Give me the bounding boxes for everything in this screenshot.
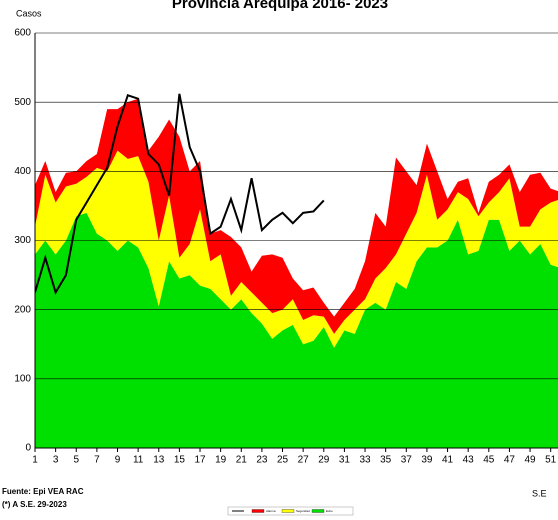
x-tick-label: 23 (256, 455, 268, 466)
x-tick-label: 21 (236, 455, 248, 466)
area (35, 212, 558, 448)
x-tick-label: 39 (421, 455, 433, 466)
y-tick-label: 500 (14, 97, 31, 108)
x-tick-label: 11 (133, 455, 144, 466)
area (35, 150, 558, 348)
legend-swatch (251, 509, 265, 513)
x-tick-label: 33 (359, 455, 371, 466)
y-tick-label: 300 (14, 235, 31, 246)
x-axis-label: S.E (532, 488, 547, 498)
x-tick-label: 41 (442, 455, 454, 466)
legend-label: Exito (326, 509, 333, 513)
x-tick-label: 17 (194, 455, 206, 466)
x-tick-label: 45 (483, 455, 495, 466)
x-tick-label: 1 (32, 455, 38, 466)
legend-swatch (281, 509, 295, 513)
x-tick-label: 31 (339, 455, 351, 466)
x-tick-label: 35 (380, 455, 392, 466)
y-tick-label: 600 (14, 28, 31, 39)
y-tick-label: 100 (14, 373, 31, 384)
y-tick-label: 200 (14, 304, 31, 315)
x-tick-label: 37 (401, 455, 413, 466)
x-tick-label: 9 (115, 455, 121, 466)
line (35, 93, 325, 295)
note: (*) A S.E. 29-2023 (2, 500, 67, 509)
x-tick-label: 43 (463, 455, 475, 466)
y-tick-label: 400 (14, 166, 31, 177)
y-tick-label: 0 (25, 443, 31, 454)
source: Fuente: Epi VEA RAC (2, 487, 84, 496)
x-tick-label: 13 (153, 455, 165, 466)
x-tick-label: 29 (318, 455, 330, 466)
legend-label: Seguridad (296, 509, 310, 513)
plot-area (35, 93, 558, 448)
x-tick-label: 27 (298, 455, 310, 466)
legend-label: Alarma (266, 509, 276, 513)
x-tick-label: 5 (73, 455, 79, 466)
x-tick-label: 25 (277, 455, 289, 466)
x-tick-label: 51 (545, 455, 557, 466)
y-axis-label: Casos (16, 8, 42, 18)
x-tick-label: 3 (53, 455, 59, 466)
area (35, 98, 558, 334)
x-tick-label: 47 (504, 455, 516, 466)
x-tick-label: 49 (524, 455, 536, 466)
x-tick-label: 19 (215, 455, 227, 466)
x-tick-label: 7 (94, 455, 100, 466)
x-tick-label: 15 (174, 455, 186, 466)
chart-title: Provincia Arequipa 2016- 2023 (172, 0, 388, 12)
legend-swatch (311, 509, 325, 513)
